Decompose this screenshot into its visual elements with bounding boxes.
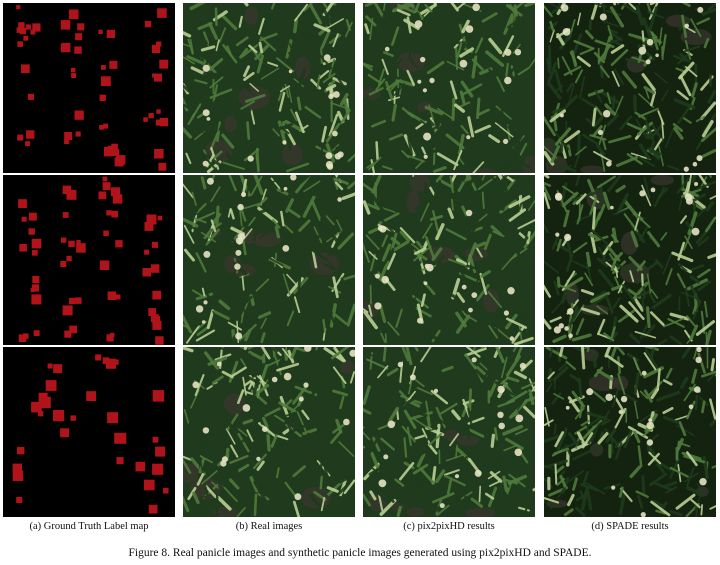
caption-real-images: (b) Real images [235, 521, 303, 532]
spade-image-row-3 [544, 347, 716, 517]
figure-caption: Figure 8. Real panicle images and synthe… [128, 547, 592, 559]
real-image-row-2 [183, 175, 355, 345]
caption-spade: (d) SPADE results [591, 521, 669, 532]
caption-pix2pixhd: (c) pix2pixHD results [403, 521, 495, 532]
caption-ground-truth: (a) Ground Truth Label map [29, 521, 149, 532]
label-image-row-1 [3, 3, 175, 173]
real-image-row-3 [183, 347, 355, 517]
spade-image-row-1 [544, 3, 716, 173]
label-image-row-3 [3, 347, 175, 517]
pix2pixhd-image-row-2 [363, 175, 535, 345]
real-image-row-1 [183, 3, 355, 173]
pix2pixhd-image-row-1 [363, 3, 535, 173]
pix2pixhd-image-row-3 [363, 347, 535, 517]
spade-image-row-2 [544, 175, 716, 345]
label-image-row-2 [3, 175, 175, 345]
